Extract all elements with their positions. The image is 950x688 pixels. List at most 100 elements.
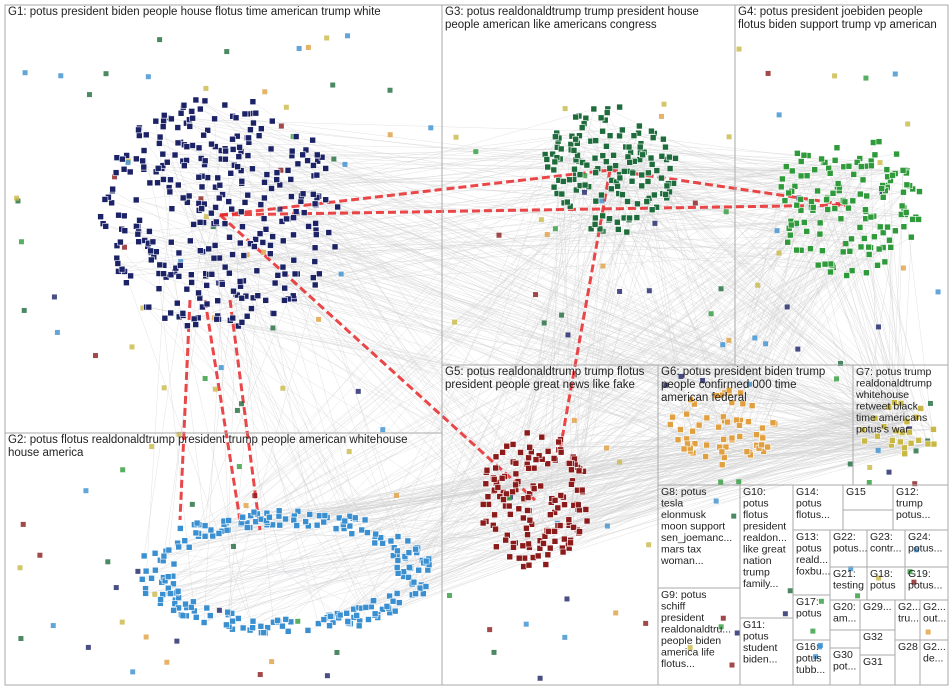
node [309,191,317,198]
edge [266,174,740,426]
node [494,484,502,491]
group-label: G10: [743,486,766,498]
node [547,511,554,518]
node [135,126,142,134]
node [561,535,568,543]
node [557,492,565,499]
edge [160,405,753,604]
node [297,198,305,205]
node [201,532,209,540]
node [491,511,498,519]
group-label: G21: [833,568,856,580]
node [713,392,720,399]
edge [762,431,910,439]
group-label: G15 [846,486,866,498]
edge [175,248,880,601]
node [355,388,361,394]
node [784,304,790,310]
node [660,135,667,143]
node [186,123,194,130]
edge [683,185,910,450]
node [523,621,529,627]
node [208,140,215,148]
node [797,196,804,203]
edge [343,493,507,525]
edge [216,319,376,614]
node [201,157,209,165]
node [256,230,264,237]
node [224,49,230,55]
edge [830,271,917,418]
node [634,200,641,208]
node [252,493,258,499]
edge [228,152,631,202]
node [237,208,245,216]
node [747,381,753,387]
node [428,125,434,131]
node [568,466,575,474]
edge [554,161,581,469]
node [262,226,270,233]
node [277,206,283,212]
node [551,158,559,166]
group-label: G4: potus president joebiden people [738,6,923,18]
node [502,536,509,544]
edge [656,165,868,171]
node [218,365,224,371]
node [917,405,924,412]
node [309,136,316,144]
node [523,429,531,437]
edge [540,443,912,487]
node [304,627,312,634]
edge [577,447,905,505]
node [291,270,299,278]
edge [301,195,494,479]
node [184,322,191,330]
node [525,561,533,569]
node [390,552,397,559]
node [160,117,167,125]
node [269,233,276,240]
node [581,181,589,189]
edge [613,155,907,186]
edge [669,191,719,428]
edge [139,127,929,445]
edge [225,158,717,396]
node [571,165,578,173]
node [723,209,729,215]
node [181,162,188,169]
node [616,103,623,111]
node [867,464,873,470]
node [149,444,155,450]
node [213,315,221,323]
node [492,453,500,461]
node [156,140,163,147]
node [200,619,208,626]
node [412,545,419,553]
node [536,545,544,552]
node [236,144,243,151]
node [826,169,834,177]
node [113,585,119,591]
group-label: people biden [661,635,721,647]
node [500,496,507,503]
node [533,292,539,298]
node [483,466,491,474]
node [624,153,632,161]
node [700,378,706,384]
edge [247,194,935,445]
node [250,508,258,516]
edge [225,148,849,167]
node [139,157,146,165]
node [228,205,236,213]
node [554,504,562,512]
edge [569,206,688,445]
group-label: student [743,642,778,654]
node [222,155,229,163]
node [590,105,598,113]
node [311,258,319,265]
node [759,434,767,442]
node [728,434,736,442]
node [271,279,279,287]
node [159,123,167,130]
